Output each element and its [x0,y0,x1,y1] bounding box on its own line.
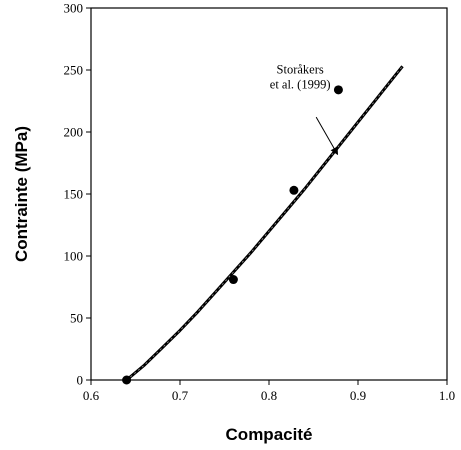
plot-border [90,7,448,381]
annotation-line: et al. (1999) [270,78,331,92]
series-layer [122,65,404,385]
y-tick-label: 200 [64,125,84,140]
annotation-arrow [315,116,339,156]
model-curve [125,65,404,382]
data-point [122,375,132,385]
annotation-layer: Storåkers et al. (1999) [270,63,339,156]
y-tick-label: 300 [64,1,84,16]
y-tick-label: 250 [64,63,84,78]
data-point [289,185,299,195]
data-point [228,275,238,285]
x-tick-label: 0.8 [261,388,277,403]
x-tick-label: 1.0 [439,388,455,403]
annotation-label: Storåkers et al. (1999) [270,63,331,92]
annotation-line: Storåkers [277,63,324,77]
x-tick-label: 0.9 [350,388,366,403]
y-axis-title: Contrainte (MPa) [12,126,31,262]
y-tick-label: 50 [70,311,83,326]
ticks: 0.6 0.7 0.8 0.9 1.0 0 50 100 150 200 250 300 [64,1,456,404]
y-tick-label: 100 [64,249,84,264]
x-tick-label: 0.7 [172,388,189,403]
y-tick-label: 150 [64,187,84,202]
data-point [333,85,343,95]
x-tick-label: 0.6 [83,388,100,403]
plot-frame [90,7,448,381]
y-tick-label: 0 [77,373,84,388]
model-curve-dots [126,66,403,381]
x-axis-title: Compacité [226,425,313,444]
